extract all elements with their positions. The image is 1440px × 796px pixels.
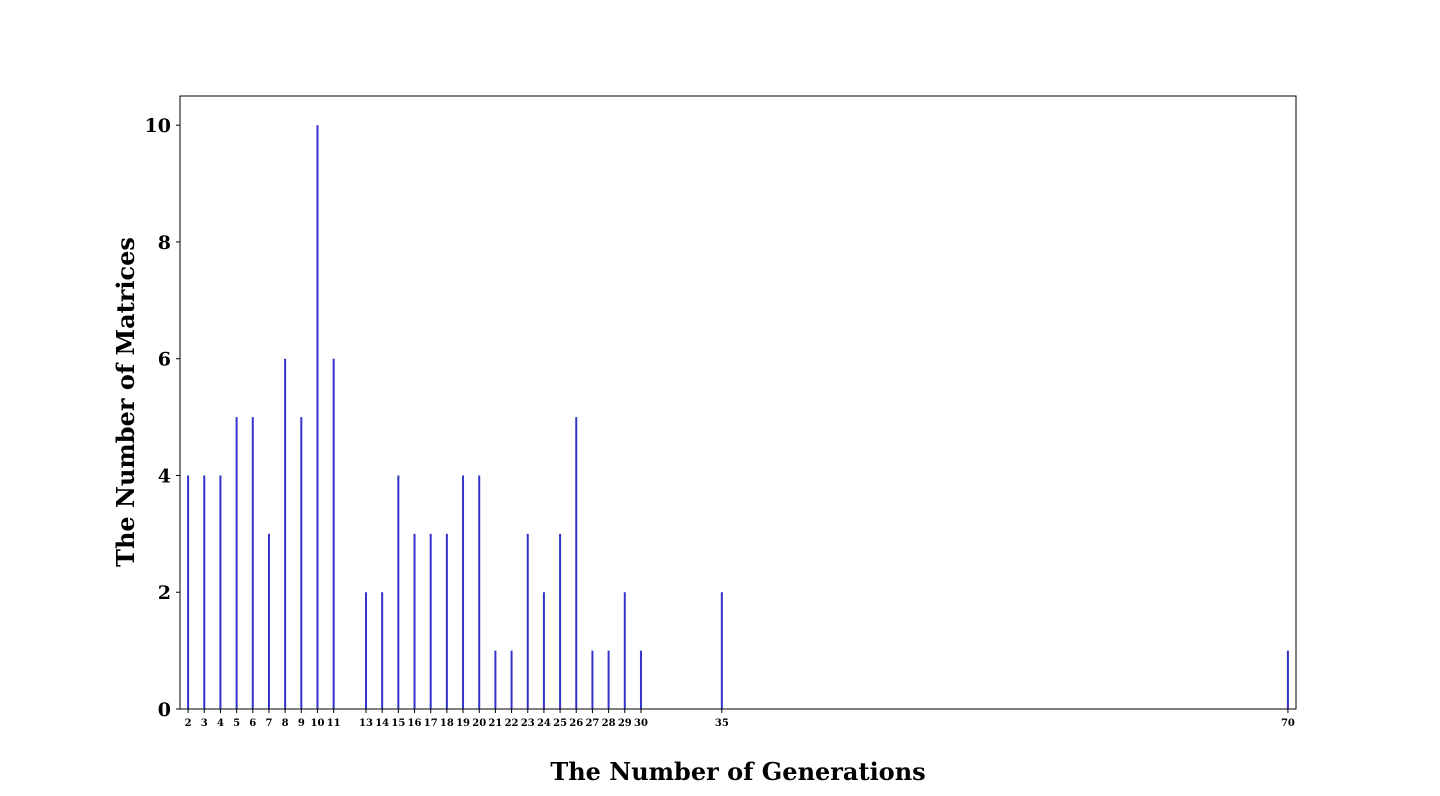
x-axis-label: The Number of Generations xyxy=(550,757,925,786)
y-tick-label: 2 xyxy=(158,582,171,604)
bar-10 xyxy=(316,125,319,709)
bar-6 xyxy=(251,417,254,709)
bar-14 xyxy=(381,592,384,709)
bar-17 xyxy=(429,533,432,709)
bar-25 xyxy=(559,533,562,709)
x-tick-label: 22 xyxy=(505,718,519,729)
bar-21 xyxy=(494,650,497,709)
x-tick-label: 26 xyxy=(569,718,583,729)
x-tick-label: 27 xyxy=(585,718,599,729)
y-axis-ticks: 0 2 4 6 8 10 xyxy=(145,115,180,721)
bar-11 xyxy=(332,358,335,709)
x-tick-label: 2 xyxy=(185,718,192,729)
bar-27 xyxy=(591,650,594,709)
y-tick-label: 4 xyxy=(158,465,171,487)
x-tick-label: 11 xyxy=(327,718,341,729)
x-axis-ticks: 2 3 4 5 6 7 8 9 10 11 13 14 15 16 17 18 19 20 21 22 23 24 25 26… xyxy=(185,709,1295,729)
x-tick-label: 6 xyxy=(249,718,256,729)
bar-70 xyxy=(1286,650,1289,709)
x-tick-label: 7 xyxy=(265,718,272,729)
bar-5 xyxy=(235,417,238,709)
bar-2 xyxy=(187,475,190,709)
x-tick-label: 29 xyxy=(618,718,632,729)
x-tick-label: 14 xyxy=(375,718,389,729)
bar-4 xyxy=(219,475,222,709)
bars-group xyxy=(187,125,1289,709)
x-tick-label: 30 xyxy=(634,718,648,729)
x-tick-label: 16 xyxy=(408,718,422,729)
x-tick-label: 4 xyxy=(217,718,224,729)
x-tick-label: 23 xyxy=(521,718,535,729)
x-tick-label: 19 xyxy=(456,718,470,729)
bar-20 xyxy=(478,475,481,709)
y-axis-label: The Number of Matrices xyxy=(111,237,140,567)
y-tick-label: 10 xyxy=(145,115,171,137)
x-tick-label: 28 xyxy=(602,718,616,729)
bar-22 xyxy=(510,650,513,709)
bar-29 xyxy=(623,592,626,709)
bar-30 xyxy=(639,650,642,709)
y-tick-label: 0 xyxy=(158,699,171,721)
bar-24 xyxy=(542,592,545,709)
x-tick-label: 9 xyxy=(298,718,305,729)
bar-16 xyxy=(413,533,416,709)
x-tick-label: 18 xyxy=(440,718,454,729)
x-tick-label: 3 xyxy=(201,718,208,729)
bar-8 xyxy=(284,358,287,709)
bar-7 xyxy=(267,533,270,709)
x-tick-label: 5 xyxy=(233,718,240,729)
plot-area-frame xyxy=(179,95,1297,710)
x-tick-label: 35 xyxy=(715,718,729,729)
x-tick-label: 20 xyxy=(472,718,486,729)
x-tick-label: 17 xyxy=(424,718,438,729)
bar-18 xyxy=(445,533,448,709)
bar-26 xyxy=(575,417,578,709)
x-tick-label: 21 xyxy=(488,718,502,729)
x-tick-label: 8 xyxy=(282,718,289,729)
bar-28 xyxy=(607,650,610,709)
x-tick-label: 25 xyxy=(553,718,567,729)
x-tick-label: 70 xyxy=(1281,718,1295,729)
y-tick-label: 8 xyxy=(158,232,171,254)
bar-23 xyxy=(526,533,529,709)
bar-9 xyxy=(300,417,303,709)
y-tick-label: 6 xyxy=(158,349,171,371)
bar-15 xyxy=(397,475,400,709)
x-tick-label: 10 xyxy=(311,718,325,729)
x-tick-label: 15 xyxy=(391,718,405,729)
x-tick-label: 13 xyxy=(359,718,373,729)
bar-35 xyxy=(720,592,723,709)
bar-13 xyxy=(365,592,367,709)
bar-3 xyxy=(203,475,206,709)
bar-19 xyxy=(462,475,465,709)
x-tick-label: 24 xyxy=(537,718,551,729)
